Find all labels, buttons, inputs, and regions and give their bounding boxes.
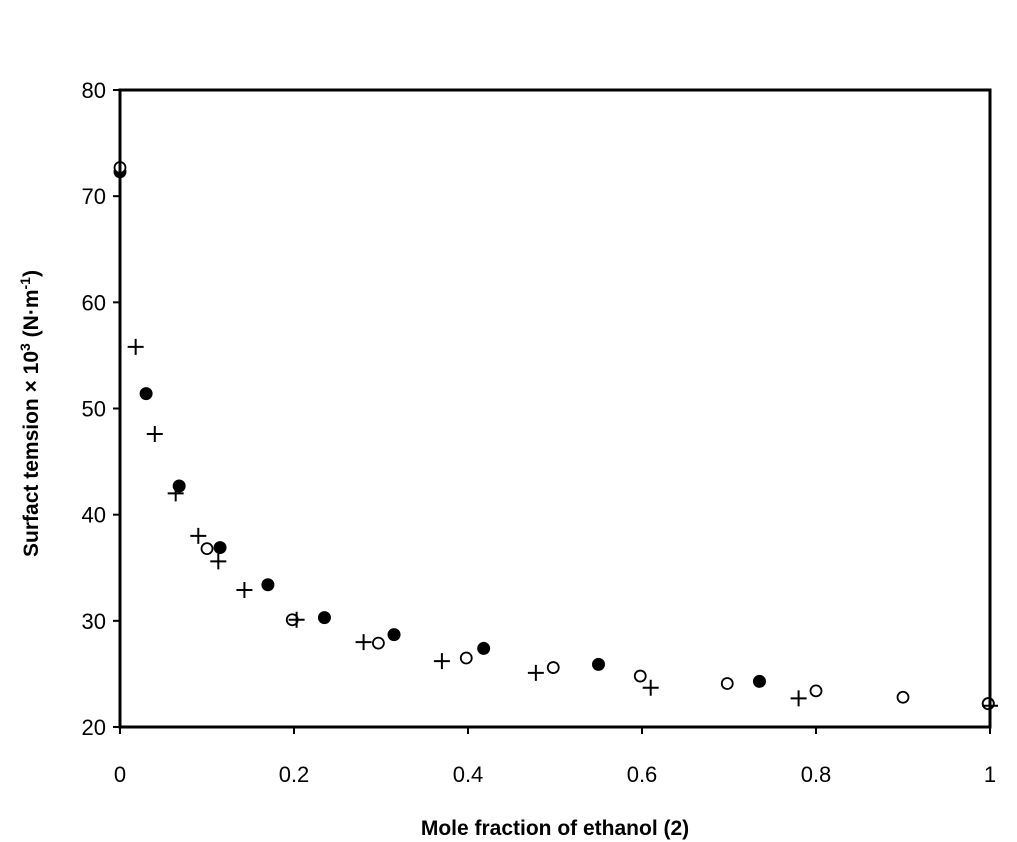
x-tick-label: 0.8 (801, 762, 832, 787)
data-point-filled-circle (213, 541, 227, 555)
data-point-open-circle (546, 661, 560, 674)
data-point-filled-circle (752, 674, 766, 688)
data-point-open-circle (200, 542, 214, 556)
data-point-filled-circle (172, 479, 186, 493)
y-tick-label: 60 (82, 290, 106, 315)
data-point-filled-circle (261, 578, 275, 592)
data-point-plus (190, 527, 207, 544)
x-tick-label: 1 (984, 762, 996, 787)
data-point-plus (288, 611, 305, 628)
x-tick-label: 0 (114, 762, 126, 787)
y-axis-title-close: ) (20, 270, 43, 277)
data-point-filled-circle (477, 641, 491, 655)
y-tick-label: 50 (82, 397, 106, 422)
y-tick-label: 40 (82, 503, 106, 528)
data-point-filled-circle (139, 387, 153, 401)
data-point-filled-circle (387, 628, 401, 642)
points-layer (113, 161, 998, 714)
data-point-filled-circle (592, 657, 605, 671)
plot-frame (118, 88, 992, 729)
data-point-open-circle (809, 684, 823, 698)
x-axis-title: Mole fraction of ethanol (2) (421, 817, 689, 840)
y-axis-title-main: Surfact temsion × 10 (20, 351, 43, 557)
data-point-open-circle (371, 636, 385, 650)
y-tick-label: 20 (82, 715, 106, 740)
y-tick-label: 80 (82, 78, 106, 103)
y-tick-label: 30 (82, 609, 106, 634)
data-point-open-circle (720, 677, 734, 690)
data-point-open-circle (633, 669, 647, 683)
data-point-open-circle (896, 690, 910, 704)
y-axis-title-unit: (N·m (20, 289, 43, 343)
data-point-plus (433, 653, 450, 670)
data-point-plus (355, 634, 372, 651)
x-tick-label: 0.2 (279, 762, 310, 787)
data-point-plus (210, 553, 227, 570)
data-point-plus (127, 338, 144, 355)
y-axis-title-sup2: -1 (17, 277, 33, 290)
data-point-open-circle (459, 651, 473, 665)
data-point-plus (236, 582, 253, 599)
data-point-plus (642, 679, 659, 696)
ticks-layer (113, 89, 991, 734)
y-axis-title: Surfact temsion × 103 (N·m-1) (17, 270, 43, 557)
data-point-plus (167, 485, 184, 502)
labels-layer: 20 30 40 50 60 70 80 0 0.2 0.4 0.6 0.8 1 (82, 78, 997, 787)
data-point-plus (527, 664, 544, 681)
data-point-open-circle (981, 697, 995, 711)
y-tick-label: 70 (82, 184, 106, 209)
x-tick-label: 0.4 (453, 762, 484, 787)
data-point-filled-circle (317, 611, 331, 625)
data-point-plus (790, 690, 807, 707)
data-point-plus (146, 425, 163, 442)
y-axis-title-sup1: 3 (17, 343, 33, 351)
x-tick-label: 0.6 (627, 762, 658, 787)
